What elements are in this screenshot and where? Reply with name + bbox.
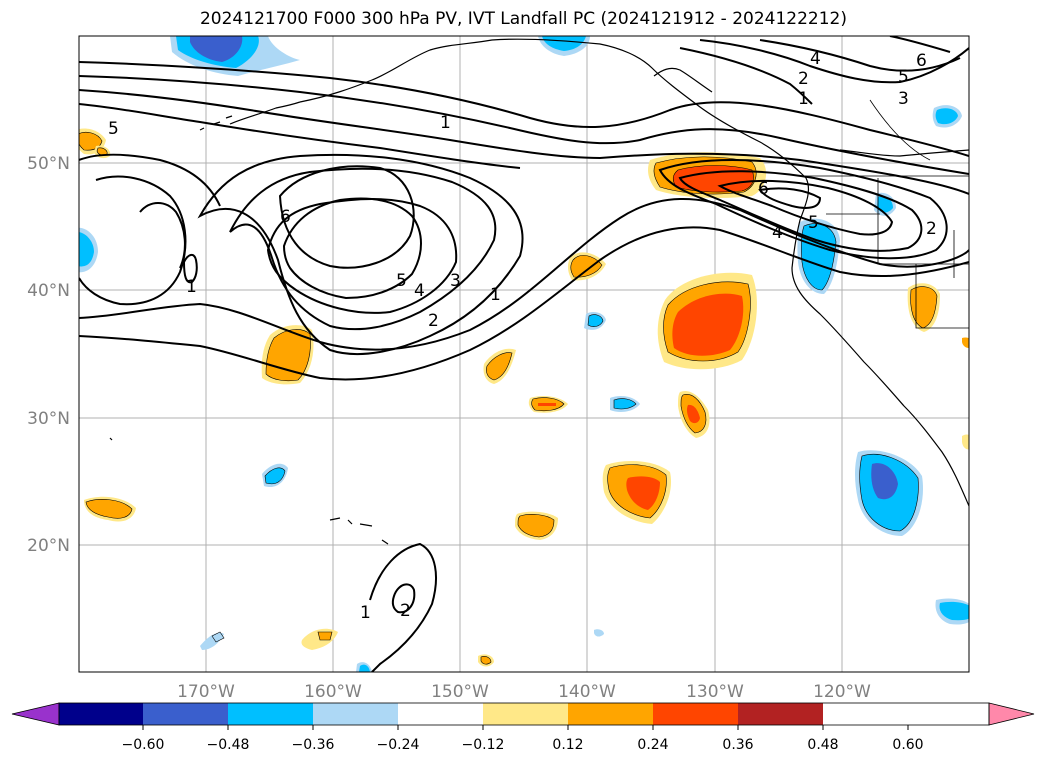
contour-label: 3	[450, 271, 461, 291]
contour-label: 4	[772, 223, 783, 243]
lon-tick-label: 140°W	[558, 682, 616, 702]
lon-tick-label: 150°W	[431, 682, 489, 702]
contour-label: 5	[396, 271, 407, 291]
contour-label: 5	[898, 67, 909, 87]
map-title: 2024121700 F000 300 hPa PV, IVT Landfall…	[199, 9, 847, 29]
colorbar-tick-label: −0.36	[292, 737, 335, 753]
contour-label: 6	[280, 207, 291, 227]
lat-tick-label: 40°N	[27, 281, 70, 301]
lon-tick-label: 170°W	[177, 682, 235, 702]
map-panel: 1 1 1 1 1 2 2 2 2 3 3 4 4 4 5 5 5 5 6 6	[78, 35, 970, 673]
colorbar-tick-label: 0.12	[552, 737, 583, 753]
colorbar-extend-low	[11, 702, 60, 726]
coastlines	[109, 38, 969, 545]
colorbar-tick-label: −0.48	[207, 737, 250, 753]
colorbar-tick-label: −0.60	[122, 737, 165, 753]
contour-label: 5	[108, 119, 119, 139]
colorbar-tick-label: 0.24	[637, 737, 668, 753]
contour-label: 6	[916, 51, 927, 71]
colorbar-cell	[738, 703, 823, 725]
contour-label: 4	[810, 49, 821, 69]
colorbar-cell	[313, 703, 398, 725]
lon-tick-label: 160°W	[304, 682, 362, 702]
contour-label: 1	[798, 89, 809, 109]
colorbar-tick-labels: −0.60 −0.48 −0.36 −0.24 −0.12 0.12 0.24 0.36 0.4…	[122, 725, 924, 753]
colorbar: −0.60 −0.48 −0.36 −0.24 −0.12 0.12 0.24 0.36 0.4…	[11, 702, 1035, 753]
colorbar-extend-high	[988, 702, 1035, 726]
contour-label: 2	[798, 69, 809, 89]
contour-label: 6	[758, 179, 769, 199]
colorbar-tick-label: −0.24	[377, 737, 420, 753]
pv-contours	[79, 36, 969, 672]
colorbar-cell	[483, 703, 568, 725]
colorbar-tick-label: 0.60	[892, 737, 923, 753]
colorbar-cell	[59, 703, 143, 725]
contour-label: 3	[898, 89, 909, 109]
lat-tick-label: 50°N	[27, 154, 70, 174]
contour-label: 4	[414, 281, 425, 301]
contour-label: 5	[808, 213, 819, 233]
colorbar-tick-label: 0.36	[722, 737, 753, 753]
contour-label: 2	[428, 311, 439, 331]
contour-label: 1	[186, 277, 197, 297]
colorbar-cells	[59, 703, 823, 725]
colorbar-tick-label: 0.48	[807, 737, 838, 753]
colorbar-cell	[653, 703, 738, 725]
contour-label: 2	[400, 601, 411, 621]
colorbar-cell	[568, 703, 653, 725]
lat-tick-labels: 50°N 40°N 30°N 20°N	[27, 154, 70, 556]
contour-label: 1	[440, 113, 451, 133]
colorbar-cell	[398, 703, 483, 725]
contour-label: 1	[360, 603, 371, 623]
contour-label: 2	[926, 219, 937, 239]
colorbar-tick-label: −0.12	[462, 737, 505, 753]
colorbar-cell	[228, 703, 313, 725]
lat-tick-label: 20°N	[27, 536, 70, 556]
contour-label: 1	[490, 285, 501, 305]
pv-contour-labels: 1 1 1 1 1 2 2 2 2 3 3 4 4 4 5 5 5 5 6 6	[108, 49, 937, 623]
lon-tick-label: 120°W	[813, 682, 871, 702]
lat-tick-label: 30°N	[27, 409, 70, 429]
colorbar-cell	[143, 703, 228, 725]
lon-tick-labels: 170°W 160°W 150°W 140°W 130°W 120°W	[177, 682, 871, 702]
lon-tick-label: 130°W	[686, 682, 744, 702]
